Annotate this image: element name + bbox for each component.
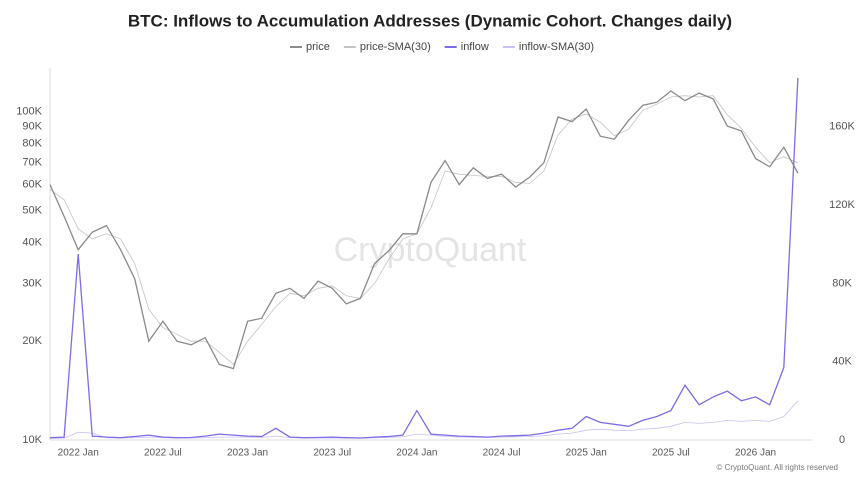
x-tick-label: 2025 Jul [652,448,690,459]
y-tick-label: 70K [22,157,42,169]
y-tick-label: 20K [22,335,42,347]
y-tick-label: 100K [16,106,42,118]
y-tick-label: 90K [22,121,42,133]
y-tick-label: 80K [22,138,42,150]
y-tick-label: 50K [22,205,42,217]
y2-tick-label: 120K [829,199,855,211]
y2-tick-label: 160K [829,121,855,133]
x-tick-label: 2022 Jul [144,448,182,459]
x-tick-label: 2023 Jan [227,448,268,459]
x-tick-label: 2026 Jan [735,448,776,459]
series-line [49,90,799,370]
legend-label: price [306,41,330,53]
series-line [49,400,799,439]
y-tick-label: 30K [22,277,42,289]
y-tick-label: 60K [22,179,42,191]
legend-label: inflow-SMA(30) [519,41,594,53]
legend-label: price-SMA(30) [360,41,431,53]
legend-label: inflow [461,41,489,53]
x-tick-label: 2023 Jul [313,448,351,459]
series-line [49,95,799,366]
chart-title: BTC: Inflows to Accumulation Addresses (… [128,11,732,30]
y-tick-label: 40K [22,236,42,248]
series-line [49,77,799,439]
watermark: CryptoQuant [334,231,527,269]
x-tick-label: 2024 Jan [396,448,437,459]
footer: © CryptoQuant. All rights reserved [717,463,839,472]
y2-tick-label: 0 [839,434,845,446]
y2-tick-label: 40K [832,356,852,368]
x-tick-label: 2022 Jan [58,448,99,459]
x-tick-label: 2025 Jan [566,448,607,459]
y-tick-label: 10K [22,434,42,446]
y2-tick-label: 80K [832,277,852,289]
x-tick-label: 2024 Jul [483,448,521,459]
